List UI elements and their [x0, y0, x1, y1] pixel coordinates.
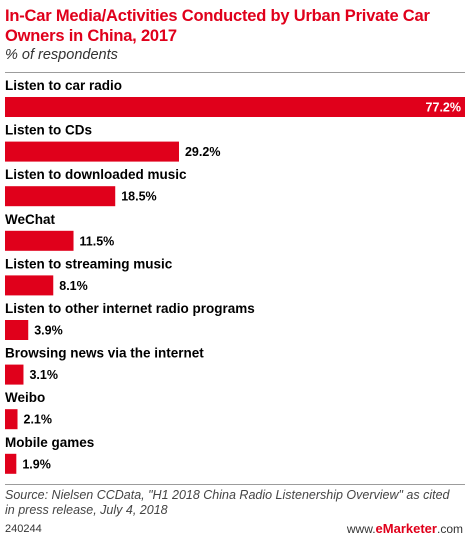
value-label-browsing-news-via-the-internet: 3.1% [29, 368, 58, 382]
value-label-listen-to-cds: 29.2% [185, 145, 220, 159]
category-label-listen-to-cds: Listen to CDs [5, 123, 92, 138]
chart-title: In-Car Media/Activities Conducted by Urb… [5, 7, 430, 45]
brand-name: eMarketer [375, 521, 437, 536]
value-label-listen-to-other-internet-radio-programs: 3.9% [34, 324, 63, 338]
category-label-mobile-games: Mobile games [5, 435, 94, 450]
brand-prefix: www. [346, 522, 376, 536]
bar-weibo [5, 409, 18, 430]
category-label-wechat: WeChat [5, 212, 56, 227]
bar-listen-to-downloaded-music [5, 186, 116, 207]
value-label-listen-to-downloaded-music: 18.5% [121, 190, 156, 204]
brand-suffix: .com [436, 522, 463, 536]
category-label-weibo: Weibo [5, 390, 45, 405]
value-label-listen-to-car-radio: 77.2% [426, 101, 461, 115]
category-label-listen-to-downloaded-music: Listen to downloaded music [5, 167, 187, 182]
bar-listen-to-streaming-music [5, 275, 54, 296]
bar-browsing-news-via-the-internet [5, 364, 24, 385]
bar-mobile-games [5, 453, 17, 474]
bar-listen-to-car-radio [5, 97, 465, 117]
source-divider [5, 484, 465, 485]
chart-subtitle: % of respondents [5, 47, 118, 63]
brand-logo: www.eMarketer.com [347, 521, 463, 536]
bar-chart: Listen to car radio 77.2% Listen to CDs 29.… [5, 78, 465, 474]
category-label-listen-to-streaming-music: Listen to streaming music [5, 256, 173, 271]
bar-listen-to-cds [5, 141, 179, 162]
source-note: Source: Nielsen CCData, "H1 2018 China R… [5, 488, 450, 517]
value-label-listen-to-streaming-music: 8.1% [59, 279, 88, 293]
category-label-listen-to-other-internet-radio-programs: Listen to other internet radio programs [5, 301, 255, 316]
value-label-wechat: 11.5% [80, 234, 115, 248]
chart-id: 240244 [5, 523, 42, 535]
bar-listen-to-other-internet-radio-programs [5, 320, 29, 340]
value-label-mobile-games: 1.9% [22, 457, 51, 471]
category-label-listen-to-car-radio: Listen to car radio [5, 78, 122, 93]
header-divider [5, 72, 465, 73]
bar-wechat [5, 230, 74, 251]
value-label-weibo: 2.1% [24, 413, 53, 427]
category-label-browsing-news-via-the-internet: Browsing news via the internet [5, 346, 204, 361]
